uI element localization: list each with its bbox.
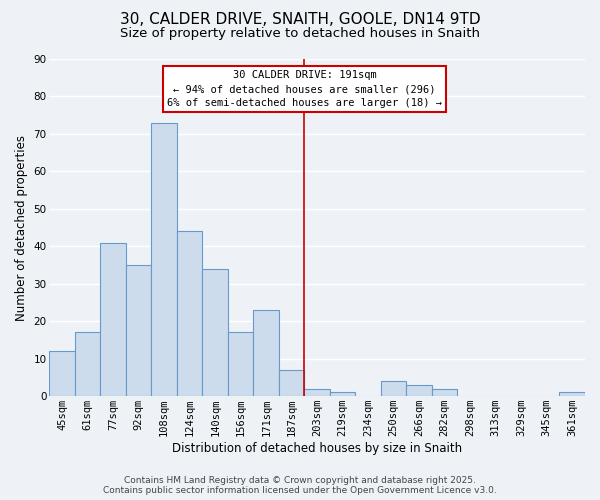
Bar — [177, 232, 202, 396]
Y-axis label: Number of detached properties: Number of detached properties — [15, 134, 28, 320]
Bar — [49, 351, 75, 396]
Bar — [100, 242, 126, 396]
Bar — [75, 332, 100, 396]
Bar — [202, 269, 228, 396]
Bar — [432, 388, 457, 396]
Text: Size of property relative to detached houses in Snaith: Size of property relative to detached ho… — [120, 28, 480, 40]
Bar — [228, 332, 253, 396]
Bar — [151, 122, 177, 396]
Text: 30 CALDER DRIVE: 191sqm
← 94% of detached houses are smaller (296)
6% of semi-de: 30 CALDER DRIVE: 191sqm ← 94% of detache… — [167, 70, 442, 108]
Bar — [406, 385, 432, 396]
Text: 30, CALDER DRIVE, SNAITH, GOOLE, DN14 9TD: 30, CALDER DRIVE, SNAITH, GOOLE, DN14 9T… — [119, 12, 481, 28]
Bar — [279, 370, 304, 396]
Bar — [381, 381, 406, 396]
X-axis label: Distribution of detached houses by size in Snaith: Distribution of detached houses by size … — [172, 442, 462, 455]
Bar — [126, 265, 151, 396]
Bar — [559, 392, 585, 396]
Bar — [330, 392, 355, 396]
Bar — [253, 310, 279, 396]
Text: Contains HM Land Registry data © Crown copyright and database right 2025.
Contai: Contains HM Land Registry data © Crown c… — [103, 476, 497, 495]
Bar — [304, 388, 330, 396]
